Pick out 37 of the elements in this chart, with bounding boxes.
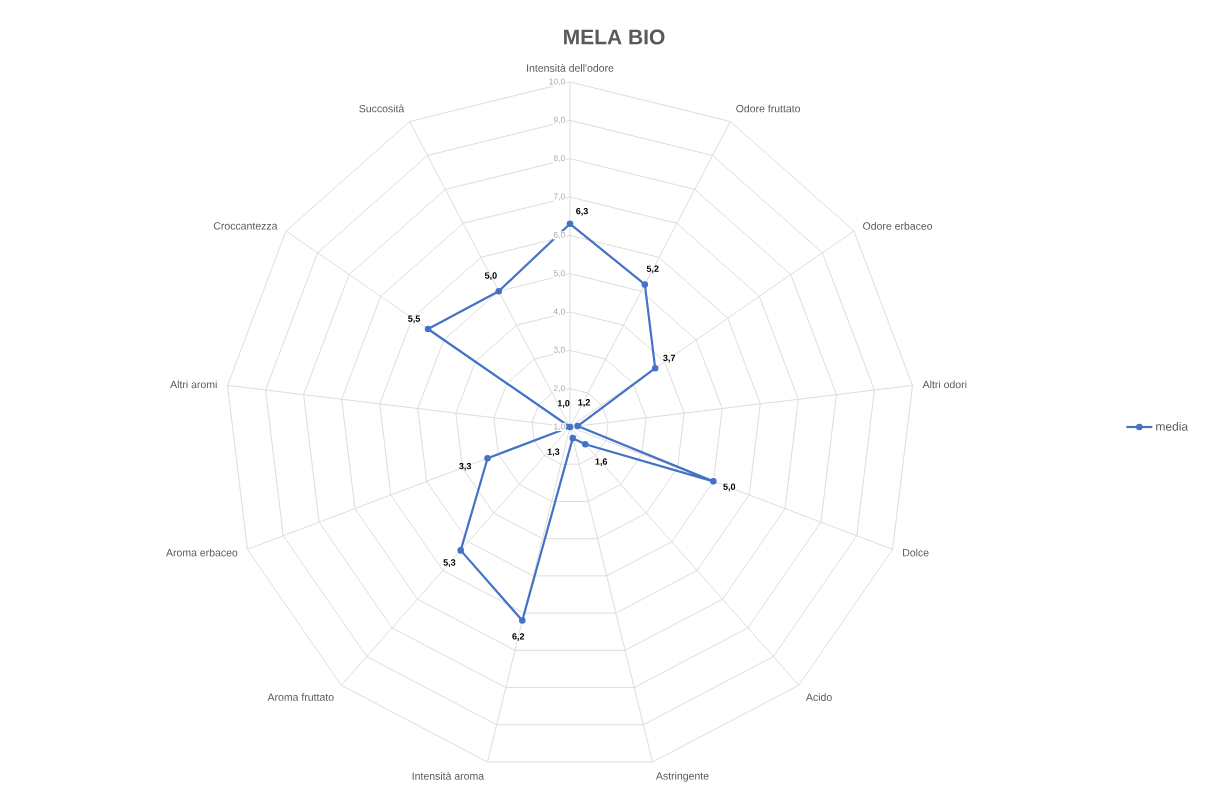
chart-title: MELA BIO — [564, 29, 665, 45]
data-label: 5,3 — [443, 559, 456, 567]
data-label: 1,6 — [595, 458, 608, 467]
spoke-label: Intensità aroma — [412, 771, 485, 780]
spoke-label: Altri odori — [922, 380, 967, 389]
data-label: 3,7 — [663, 354, 676, 363]
legend-label: media — [1156, 421, 1189, 431]
data-label: 5,0 — [484, 272, 497, 281]
spoke-label: Acido — [805, 693, 832, 701]
y-tick-label: 7,0 — [553, 193, 565, 201]
y-tick-label: 5,0 — [553, 270, 565, 278]
data-label: 3,3 — [459, 462, 472, 471]
data-label: 6,3 — [576, 207, 588, 216]
y-tick-label: 3,0 — [553, 346, 565, 354]
spoke-label: Aroma erbaceo — [166, 548, 238, 557]
y-tick-label: 6,0 — [553, 231, 565, 239]
y-tick-label: 4,0 — [553, 308, 565, 316]
spoke-label: Dolce — [903, 548, 929, 557]
y-tick-label: 2,0 — [553, 385, 565, 393]
spoke-label: Odore erbaceo — [863, 222, 933, 230]
data-label: 5,0 — [723, 483, 736, 492]
y-tick-label: 8,0 — [553, 155, 565, 163]
data-label: 5,2 — [646, 265, 659, 274]
y-tick-label: 9,0 — [553, 116, 565, 124]
data-label: 6,2 — [512, 633, 525, 641]
data-label: 5,5 — [408, 315, 421, 324]
spoke-label: Altri aromi — [170, 380, 217, 389]
data-label: 1,2 — [578, 399, 590, 407]
data-label: 1,3 — [547, 448, 560, 457]
spoke-label: Odore fruttato — [736, 104, 801, 113]
spoke-label: Intensità dell'odore — [527, 63, 614, 72]
spoke-label: Croccantezza — [213, 222, 278, 230]
y-tick-label: 1,0 — [554, 423, 565, 431]
spoke-label: Astringente — [655, 771, 709, 782]
y-tick-label: 10,0 — [549, 78, 565, 86]
spoke-label: Succosità — [359, 104, 405, 113]
spoke-label: Aroma fruttato — [267, 693, 334, 701]
